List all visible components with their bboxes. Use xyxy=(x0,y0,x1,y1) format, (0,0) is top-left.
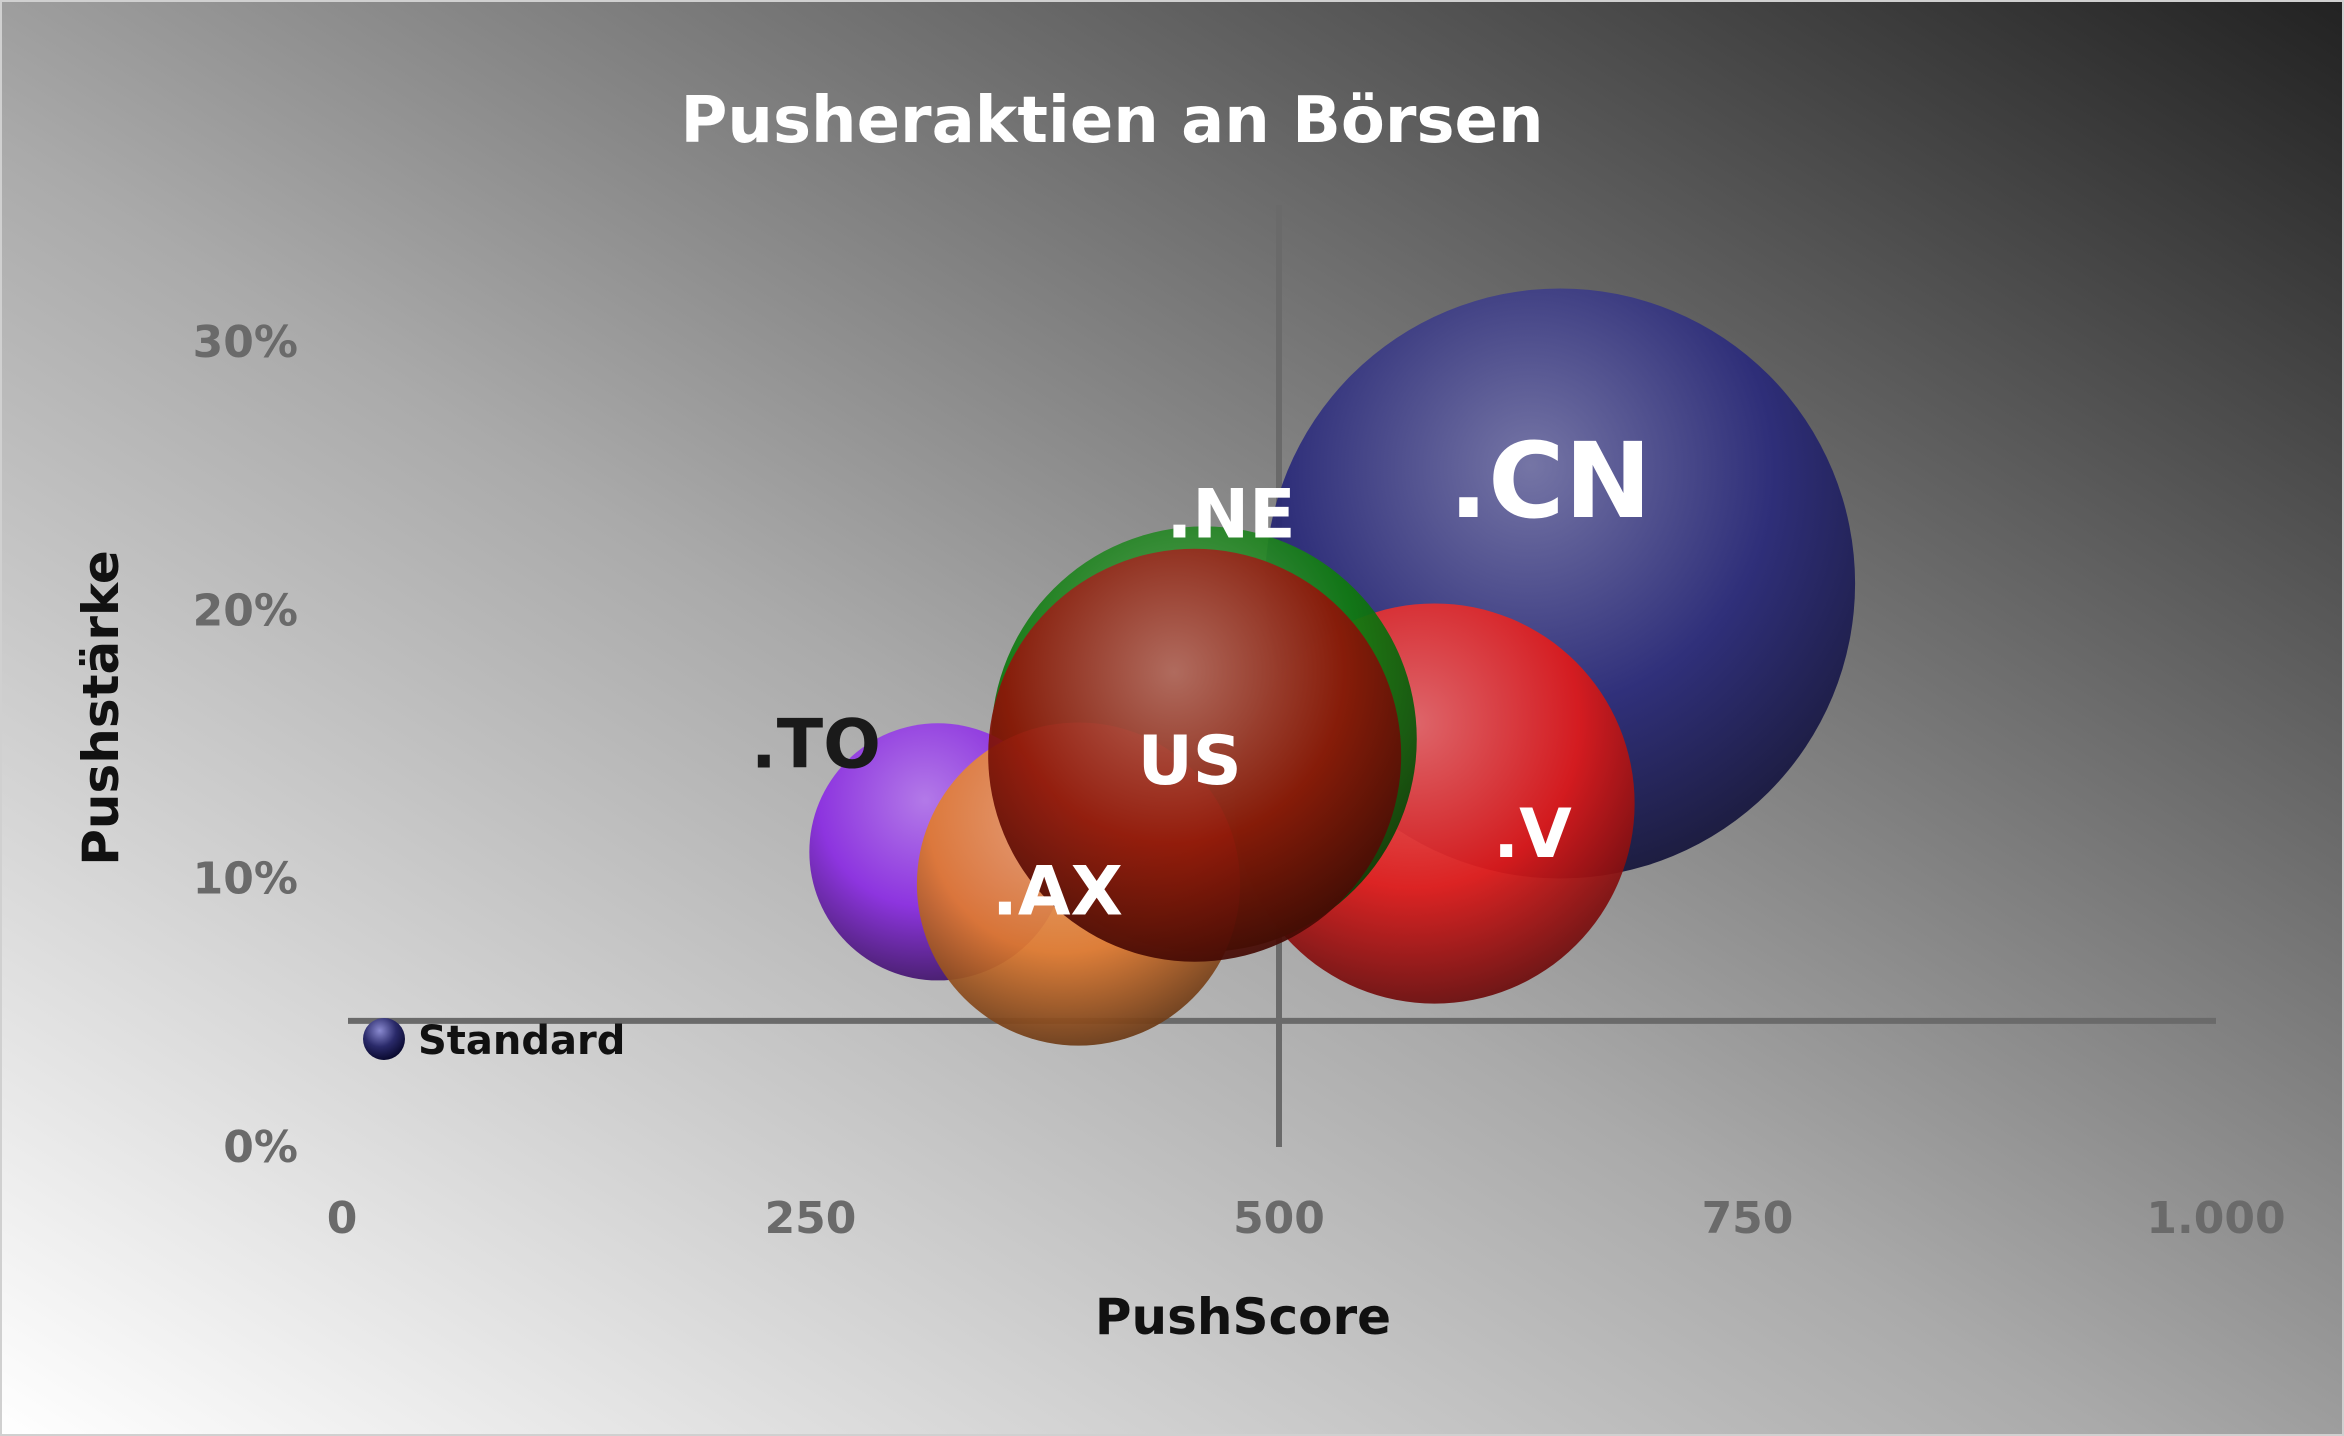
bubble-us xyxy=(988,548,1402,962)
x-tick-label: 250 xyxy=(765,1193,857,1244)
legend-marker xyxy=(363,1018,405,1060)
y-tick-label: 20% xyxy=(193,585,298,636)
x-axis-ticks: 0 250 500 750 1.000 xyxy=(327,1193,2286,1244)
x-tick-label: 0 xyxy=(327,1193,358,1244)
y-axis-ticks: 0% 10% 20% 30% xyxy=(193,317,298,1173)
bubble-label-ne: .NE xyxy=(1166,476,1295,555)
y-axis-label: Pushstärke xyxy=(72,550,130,865)
x-tick-label: 500 xyxy=(1233,1193,1325,1244)
y-tick-label: 10% xyxy=(193,854,298,905)
bubble-label-to: .TO xyxy=(751,705,881,784)
bubbles-layer xyxy=(809,288,1856,1046)
bubble-label-cn: .CN xyxy=(1449,420,1652,542)
x-tick-label: 750 xyxy=(1702,1193,1794,1244)
y-tick-label: 30% xyxy=(193,317,298,368)
x-tick-label: 1.000 xyxy=(2146,1193,2285,1244)
bubble-label-ax: .AX xyxy=(992,853,1123,932)
bubble-label-us: US xyxy=(1138,722,1242,801)
x-axis-label: PushScore xyxy=(1095,1288,1391,1346)
bubble-label-v: .V xyxy=(1493,795,1572,874)
legend: Standard xyxy=(363,1018,625,1064)
y-tick-label: 0% xyxy=(223,1122,298,1173)
legend-entry-standard: Standard xyxy=(418,1018,625,1064)
chart-title: Pusheraktien an Börsen xyxy=(680,84,1543,158)
